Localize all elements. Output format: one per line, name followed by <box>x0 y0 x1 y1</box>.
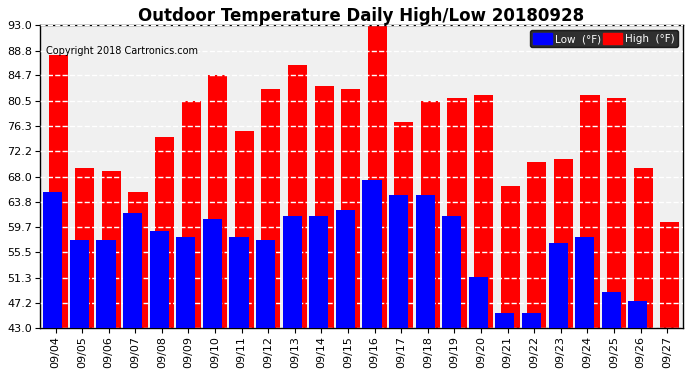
Bar <box>554 159 573 328</box>
Bar <box>394 122 413 328</box>
Bar <box>102 171 121 328</box>
Bar <box>336 210 355 328</box>
Text: Copyright 2018 Cartronics.com: Copyright 2018 Cartronics.com <box>46 46 198 56</box>
Bar <box>75 168 95 328</box>
Bar <box>203 219 222 328</box>
Bar <box>389 195 408 328</box>
Bar <box>208 75 227 328</box>
Bar <box>501 186 520 328</box>
Bar <box>262 89 281 328</box>
Bar <box>469 277 488 328</box>
Bar <box>150 231 169 328</box>
Bar <box>660 222 680 328</box>
Bar <box>128 192 148 328</box>
Bar <box>309 216 328 328</box>
Bar <box>315 86 334 328</box>
Bar <box>123 213 142 328</box>
Bar <box>70 240 89 328</box>
Bar <box>181 101 201 328</box>
Bar <box>421 101 440 328</box>
Bar <box>43 192 63 328</box>
Bar <box>575 237 594 328</box>
Bar <box>448 98 466 328</box>
Bar <box>527 162 546 328</box>
Bar <box>474 95 493 328</box>
Title: Outdoor Temperature Daily High/Low 20180928: Outdoor Temperature Daily High/Low 20180… <box>138 7 584 25</box>
Bar <box>155 137 174 328</box>
Bar <box>442 216 462 328</box>
Bar <box>415 195 435 328</box>
Bar <box>256 240 275 328</box>
Bar <box>607 98 626 328</box>
Bar <box>368 25 387 328</box>
Bar <box>495 313 515 328</box>
Bar <box>602 292 621 328</box>
Bar <box>176 237 195 328</box>
Bar <box>549 243 568 328</box>
Bar <box>48 56 68 328</box>
Bar <box>230 237 248 328</box>
Bar <box>235 131 254 328</box>
Bar <box>362 180 382 328</box>
Bar <box>341 89 360 328</box>
Bar <box>633 168 653 328</box>
Bar <box>283 216 302 328</box>
Legend: Low  (°F), High  (°F): Low (°F), High (°F) <box>530 30 678 47</box>
Bar <box>580 95 600 328</box>
Bar <box>97 240 116 328</box>
Bar <box>629 301 647 328</box>
Bar <box>522 313 541 328</box>
Bar <box>288 64 307 328</box>
